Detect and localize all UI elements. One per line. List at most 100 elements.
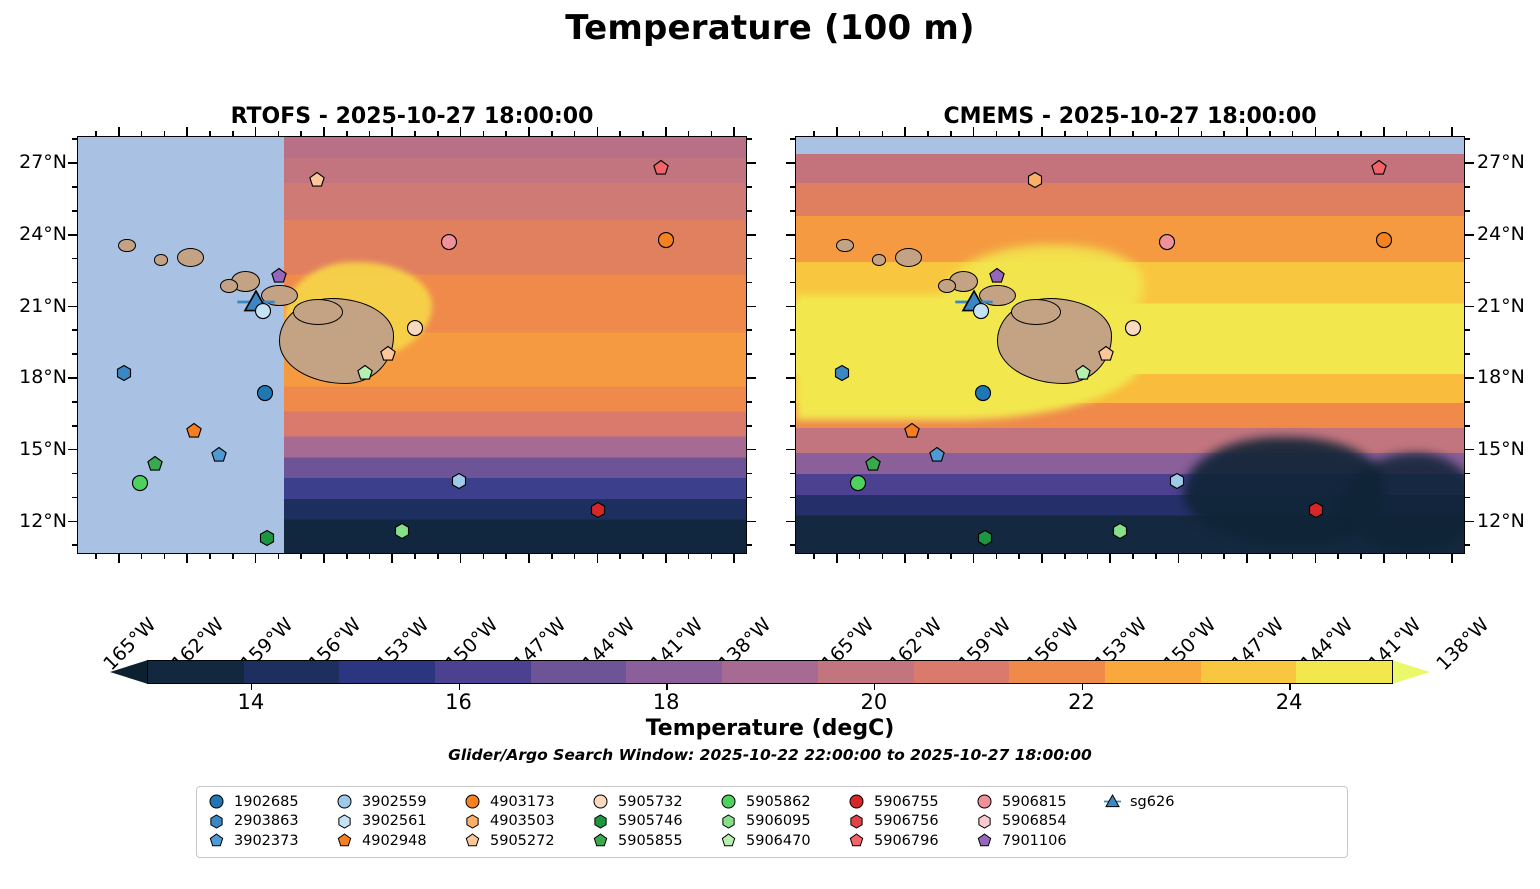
x-tick (836, 127, 838, 136)
y-tick-minor (747, 186, 752, 188)
legend-item-5906815[interactable]: 5906815 (973, 792, 1101, 812)
legend-item-3902373[interactable]: 3902373 (205, 831, 333, 851)
legend-label: 4903503 (490, 813, 555, 830)
legend-item-5905732[interactable]: 5905732 (589, 792, 717, 812)
legend-item-5905746[interactable]: 5905746 (589, 812, 717, 832)
map-marker-5905272[interactable] (308, 170, 327, 189)
map-marker-5905746[interactable] (258, 529, 277, 548)
map-panel-rtofs[interactable] (77, 136, 747, 554)
legend-item-5905862[interactable]: 5905862 (717, 792, 845, 812)
legend-item-4903173[interactable]: 4903173 (461, 792, 589, 812)
legend-item-3902559[interactable]: 3902559 (333, 792, 461, 812)
map-marker-1902685[interactable] (255, 383, 274, 402)
map-marker-3902561[interactable] (971, 302, 990, 321)
legend-marker-circle-icon (845, 792, 867, 811)
x-tick-minor (1291, 131, 1294, 136)
map-marker-5905272[interactable] (378, 345, 397, 364)
x-tick (1314, 127, 1317, 136)
map-marker-5906470[interactable] (356, 364, 375, 383)
x-tick-minor (1405, 131, 1408, 136)
map-marker-5906095[interactable] (1110, 522, 1129, 541)
x-tick-minor (368, 554, 371, 559)
x-tick (118, 127, 120, 136)
legend-item-5906854[interactable]: 5906854 (973, 812, 1101, 832)
map-marker-3902373[interactable] (210, 445, 229, 464)
map-marker-5905862[interactable] (130, 474, 149, 493)
map-marker-5906796[interactable] (1370, 159, 1389, 178)
map-marker-5905855[interactable] (146, 455, 165, 474)
legend-item-5905272[interactable]: 5905272 (461, 831, 589, 851)
map-marker-7901106[interactable] (987, 266, 1006, 285)
x-tick-minor (1428, 554, 1431, 559)
x-tick-minor (1155, 131, 1157, 136)
y-tick (747, 162, 756, 164)
map-marker-5906815[interactable] (440, 233, 459, 252)
map-marker-7901106[interactable] (269, 266, 288, 285)
y-tick-minor (790, 544, 795, 547)
map-marker-2903863[interactable] (114, 364, 133, 383)
x-tick-minor (140, 554, 143, 559)
legend-item-3902561[interactable]: 3902561 (333, 812, 461, 832)
map-marker-5905746[interactable] (976, 529, 995, 548)
map-marker-5906470[interactable] (1074, 364, 1093, 383)
x-tick-minor (505, 554, 508, 559)
map-marker-2903863[interactable] (832, 364, 851, 383)
legend-item-4902948[interactable]: 4902948 (333, 831, 461, 851)
map-marker-3902373[interactable] (928, 445, 947, 464)
map-marker-5905272[interactable] (1096, 345, 1115, 364)
map-marker-3902559[interactable] (1167, 471, 1186, 490)
legend-item-2903863[interactable]: 2903863 (205, 812, 333, 832)
legend-item-5906095[interactable]: 5906095 (717, 812, 845, 832)
y-tick (786, 305, 795, 308)
x-tick (1177, 127, 1180, 136)
legend-label: 5905746 (618, 813, 683, 830)
legend-item-5906470[interactable]: 5906470 (717, 831, 845, 851)
map-marker-5906095[interactable] (392, 522, 411, 541)
legend-item-7901106[interactable]: 7901106 (973, 831, 1101, 851)
x-tick-minor (231, 554, 234, 559)
x-tick (459, 554, 462, 563)
colorbar-tick-label: 16 (445, 690, 472, 714)
map-marker-5905862[interactable] (848, 474, 867, 493)
colorbar[interactable]: 14 16 18 20 22 24 (110, 660, 1430, 714)
y-tick (1465, 448, 1474, 451)
map-marker-4903173[interactable] (656, 230, 675, 249)
legend-item-sg626[interactable]: sg626 (1101, 792, 1229, 812)
legend-marker-pentagon-icon (333, 831, 355, 850)
map-marker-4903503[interactable] (1026, 170, 1045, 189)
map-panel-cmems[interactable] (795, 136, 1465, 554)
map-marker-3902561[interactable] (253, 302, 272, 321)
y-tick (68, 162, 77, 164)
nodata-mask-rtofs (78, 137, 285, 553)
x-tick-minor (300, 131, 302, 136)
legend-item-5906756[interactable]: 5906756 (845, 812, 973, 832)
map-marker-3902559[interactable] (449, 471, 468, 490)
legend-item-5905855[interactable]: 5905855 (589, 831, 717, 851)
y-tick-minor (747, 496, 752, 499)
x-tick (254, 127, 257, 136)
map-marker-1902685[interactable] (973, 383, 992, 402)
legend-item-5906755[interactable]: 5906755 (845, 792, 973, 812)
map-marker-5906815[interactable] (1158, 233, 1177, 252)
map-marker-5906755[interactable] (588, 500, 607, 519)
map-marker-4903173[interactable] (1374, 230, 1393, 249)
map-marker-4902948[interactable] (903, 421, 922, 440)
legend-marker-pentagon-icon (205, 831, 227, 850)
map-marker-5906796[interactable] (652, 159, 671, 178)
map-marker-5905855[interactable] (864, 455, 883, 474)
x-tick-minor (1337, 131, 1339, 136)
y-tick-minor (1465, 353, 1470, 355)
y-tick-minor (72, 353, 77, 355)
map-marker-4902948[interactable] (185, 421, 204, 440)
x-tick (391, 554, 394, 563)
map-marker-5905732[interactable] (1124, 319, 1143, 338)
x-tick-minor (710, 554, 713, 559)
legend-item-5906796[interactable]: 5906796 (845, 831, 973, 851)
map-marker-5906755[interactable] (1306, 500, 1325, 519)
y-tick (68, 233, 77, 236)
legend-item-1902685[interactable]: 1902685 (205, 792, 333, 812)
map-marker-5905732[interactable] (406, 319, 425, 338)
legend-item-4903503[interactable]: 4903503 (461, 812, 589, 832)
platform-legend[interactable]: 1902685 3902559 4903173 5905732 5905862 59067… (196, 786, 1348, 858)
y-tick-minor (72, 281, 77, 284)
